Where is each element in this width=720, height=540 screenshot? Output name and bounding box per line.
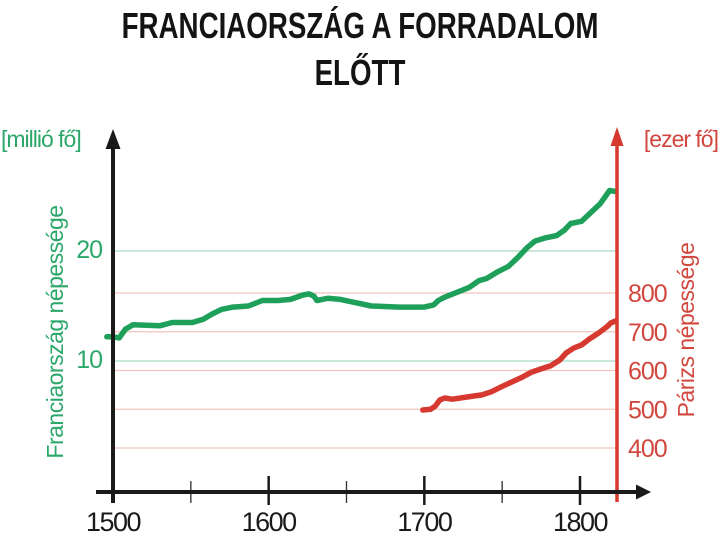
x-axis-tick-label-1700: 1700 [397,507,452,537]
chart-title-line1: FRANCIAORSZÁG A FORRADALOM [121,5,599,46]
data-series [104,187,619,413]
tick-labels: 10 20 400 500 600 700 800 1500 1600 1700 1800 [76,236,668,537]
right-axis-tick-label-600: 600 [628,358,667,386]
series-line-paris [420,318,619,413]
left-axis-tick-label-20: 20 [76,236,102,264]
series-line-france [104,187,619,341]
right-y-axis-arrow-icon [610,127,624,146]
chart-title: FRANCIAORSZÁG A FORRADALOM ELŐTT [83,2,637,96]
x-axis-tick-label-1500: 1500 [86,507,141,537]
chart-title-line2: ELŐTT [314,52,406,93]
left-axis-tick-label-10: 10 [76,346,102,374]
right-axis-title: Párizs népessége [673,243,699,418]
left-axis-unit-label: [millió fő] [1,126,81,152]
x-axis-tick-label-1800: 1800 [553,507,608,537]
x-axis-tick-label-1600: 1600 [242,507,297,537]
gridlines [113,250,617,449]
left-axis-title: Franciaország népessége [42,205,68,458]
right-axis-tick-label-700: 700 [628,319,667,347]
left-y-axis-arrow-icon [105,129,121,149]
x-axis-arrow-icon [636,484,651,500]
right-axis-tick-label-500: 500 [628,396,667,424]
right-axis-tick-label-400: 400 [628,435,667,463]
right-axis-tick-label-800: 800 [628,280,667,308]
right-axis-unit-label: [ezer fő] [644,126,718,152]
